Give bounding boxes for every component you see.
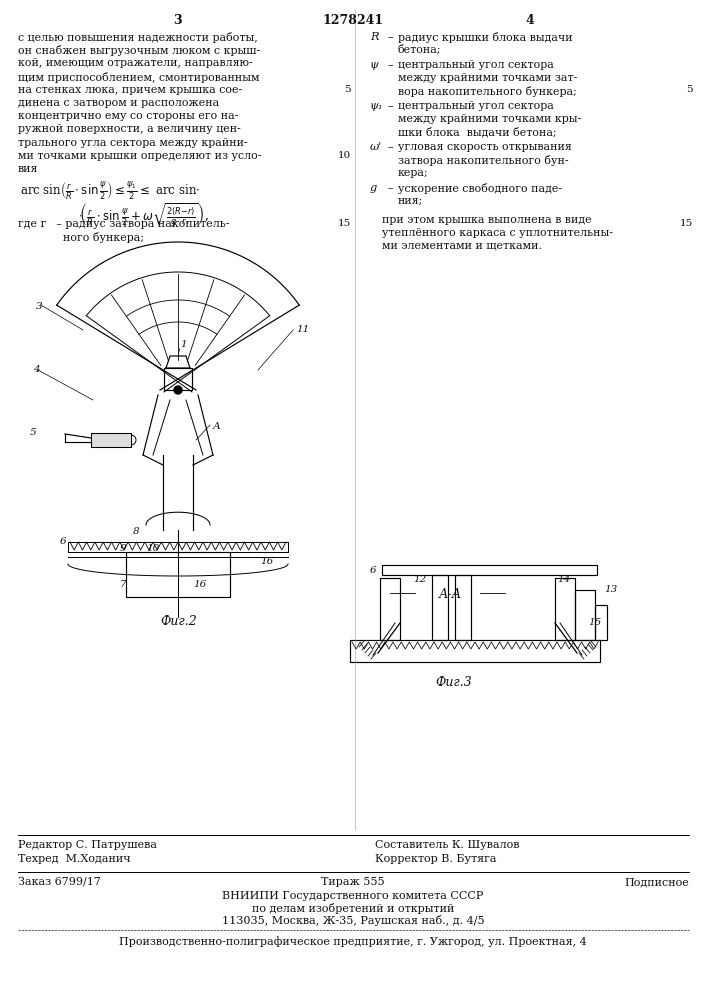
Text: ω': ω' — [370, 142, 382, 152]
Text: между крайними точками кры-: между крайними точками кры- — [398, 114, 581, 124]
Text: А: А — [213, 422, 221, 431]
Circle shape — [174, 386, 182, 394]
Text: А-А: А-А — [438, 588, 462, 601]
Text: 7: 7 — [120, 580, 127, 589]
Text: на стенках люка, причем крышка сое-: на стенках люка, причем крышка сое- — [18, 85, 243, 95]
Text: 4: 4 — [33, 365, 40, 374]
Text: Редактор С. Патрушева: Редактор С. Патрушева — [18, 840, 157, 850]
Text: g: g — [370, 183, 378, 193]
Text: Заказ 6799/17: Заказ 6799/17 — [18, 877, 101, 887]
Text: по делам изобретений и открытий: по делам изобретений и открытий — [252, 903, 454, 914]
Text: ψ₁: ψ₁ — [370, 101, 383, 111]
Text: он снабжен выгрузочным люком с крыш-: он снабжен выгрузочным люком с крыш- — [18, 45, 260, 56]
Bar — [91, 433, 131, 447]
Text: 14: 14 — [557, 575, 571, 584]
Text: кой, имеющим отражатели, направляю-: кой, имеющим отражатели, направляю- — [18, 58, 252, 68]
Text: вора накопительного бункера;: вора накопительного бункера; — [398, 86, 577, 97]
Text: ния;: ния; — [398, 196, 423, 206]
Bar — [432, 575, 448, 640]
Bar — [164, 368, 192, 390]
Text: затвора накопительного бун-: затвора накопительного бун- — [398, 155, 568, 166]
Text: при этом крышка выполнена в виде: при этом крышка выполнена в виде — [382, 215, 592, 225]
Text: динена с затвором и расположена: динена с затвором и расположена — [18, 98, 219, 108]
Text: arc sin$\left(\frac{r}{R}\cdot\sin\frac{\psi}{2}\right)\leq\frac{\psi_1}{2}\leq$: arc sin$\left(\frac{r}{R}\cdot\sin\frac{… — [20, 179, 200, 201]
Bar — [126, 552, 230, 597]
Text: с целью повышения надежности работы,: с целью повышения надежности работы, — [18, 32, 258, 43]
Bar — [382, 565, 597, 575]
Text: –: – — [388, 183, 394, 193]
Bar — [380, 578, 400, 640]
Text: ного бункера;: ного бункера; — [63, 232, 144, 243]
Text: Производственно-полиграфическое предприятие, г. Ужгород, ул. Проектная, 4: Производственно-полиграфическое предприя… — [119, 936, 587, 947]
Text: трального угла сектора между крайни-: трального угла сектора между крайни- — [18, 138, 247, 148]
Bar — [595, 605, 607, 640]
Text: 1: 1 — [180, 340, 187, 349]
Text: –: – — [388, 142, 394, 152]
Bar — [350, 640, 600, 662]
Text: 3: 3 — [36, 302, 42, 311]
Text: кера;: кера; — [398, 168, 428, 178]
Bar — [455, 575, 471, 640]
Text: 1278241: 1278241 — [322, 14, 384, 27]
Text: Фиг.2: Фиг.2 — [160, 615, 197, 628]
Text: Техред  М.Ходанич: Техред М.Ходанич — [18, 854, 131, 864]
Text: Составитель К. Шувалов: Составитель К. Шувалов — [375, 840, 520, 850]
Text: вия: вия — [18, 164, 38, 174]
Text: 12: 12 — [413, 575, 426, 584]
Text: 11: 11 — [296, 325, 309, 334]
Text: 15: 15 — [679, 219, 693, 228]
Text: ружной поверхности, а величину цен-: ружной поверхности, а величину цен- — [18, 124, 241, 134]
Text: 15: 15 — [338, 219, 351, 228]
Text: 15: 15 — [588, 618, 601, 627]
Text: 10: 10 — [338, 151, 351, 160]
Text: ми точками крышки определяют из усло-: ми точками крышки определяют из усло- — [18, 151, 262, 161]
Text: –: – — [388, 60, 394, 70]
Text: центральный угол сектора: центральный угол сектора — [398, 101, 554, 111]
Text: радиус крышки блока выдачи: радиус крышки блока выдачи — [398, 32, 573, 43]
Text: Фиг.3: Фиг.3 — [435, 676, 472, 689]
Text: 8: 8 — [133, 527, 139, 536]
Text: R: R — [370, 32, 379, 42]
Text: 6: 6 — [370, 566, 377, 575]
Text: Тираж 555: Тираж 555 — [321, 877, 385, 887]
Text: утеплённого каркаса с уплотнительны-: утеплённого каркаса с уплотнительны- — [382, 228, 613, 238]
Text: 13: 13 — [604, 585, 617, 594]
Text: щим приспособлением, смонтированным: щим приспособлением, смонтированным — [18, 72, 259, 83]
Text: угловая скорость открывания: угловая скорость открывания — [398, 142, 572, 152]
Text: 5: 5 — [344, 85, 351, 94]
Text: –: – — [388, 101, 394, 111]
Text: ВНИИПИ Государственного комитета СССР: ВНИИПИ Государственного комитета СССР — [222, 891, 484, 901]
Text: ми элементами и щетками.: ми элементами и щетками. — [382, 241, 542, 251]
Bar — [555, 578, 575, 640]
Text: между крайними точками зат-: между крайними точками зат- — [398, 73, 578, 83]
Text: 5: 5 — [686, 85, 693, 94]
Text: ускорение свободного паде-: ускорение свободного паде- — [398, 183, 562, 194]
Text: $\cdot\!\left(\frac{r}{R}\cdot\sin\frac{\psi}{2}+\omega\sqrt{\frac{2(R{-}r)}{g\c: $\cdot\!\left(\frac{r}{R}\cdot\sin\frac{… — [78, 201, 209, 229]
Text: где r   – радиус затвора накопитель-: где r – радиус затвора накопитель- — [18, 219, 230, 229]
Text: 9: 9 — [120, 544, 127, 553]
Text: Подписное: Подписное — [624, 877, 689, 887]
Text: ψ: ψ — [370, 60, 379, 70]
Bar — [575, 590, 595, 640]
Text: 5: 5 — [30, 428, 37, 437]
Text: 16: 16 — [193, 580, 206, 589]
Text: центральный угол сектора: центральный угол сектора — [398, 60, 554, 70]
Text: Корректор В. Бутяга: Корректор В. Бутяга — [375, 854, 496, 864]
Text: 4: 4 — [525, 14, 534, 27]
Text: 6: 6 — [60, 537, 66, 546]
Text: концентрично ему со стороны его на-: концентрично ему со стороны его на- — [18, 111, 238, 121]
Text: 16: 16 — [260, 557, 273, 566]
Text: –: – — [388, 32, 394, 42]
Text: бетона;: бетона; — [398, 45, 441, 55]
Text: 10: 10 — [146, 544, 159, 553]
Text: 3: 3 — [173, 14, 181, 27]
Text: 113035, Москва, Ж-35, Раушская наб., д. 4/5: 113035, Москва, Ж-35, Раушская наб., д. … — [222, 915, 484, 926]
Text: шки блока  выдачи бетона;: шки блока выдачи бетона; — [398, 127, 556, 138]
